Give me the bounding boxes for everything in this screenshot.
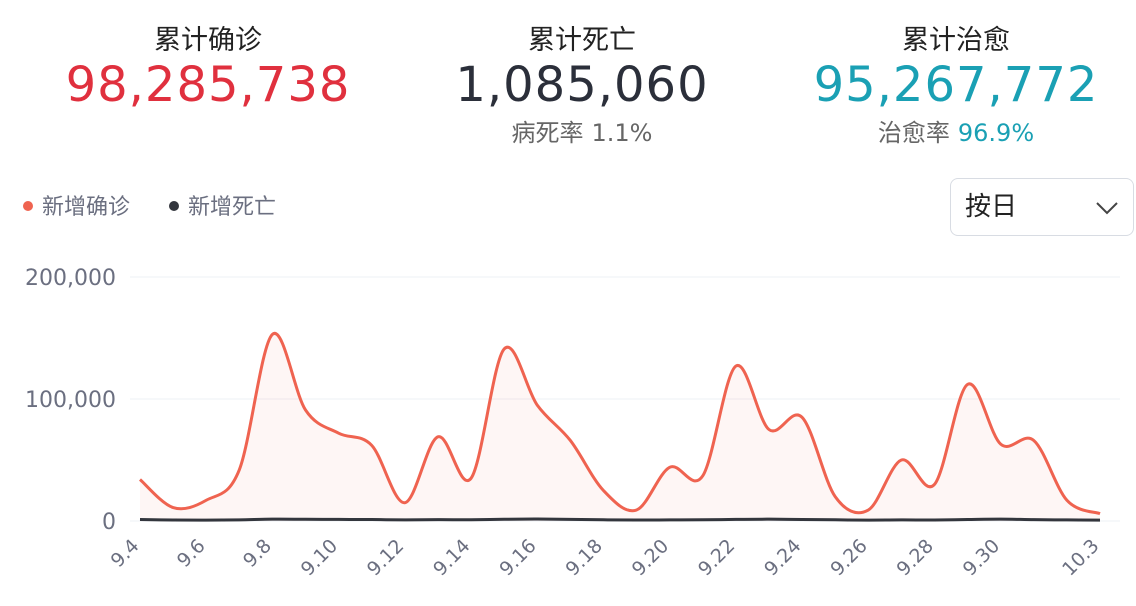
stat-rate: 病死率 1.1%: [402, 113, 762, 148]
stat-card: 累计治愈 95,267,772 治愈率 96.9%: [776, 18, 1136, 148]
y-tick-label: 200,000: [25, 266, 116, 291]
y-tick-label: 100,000: [25, 388, 116, 413]
stat-rate: 治愈率 96.9%: [776, 113, 1136, 148]
stat-label: 累计治愈: [902, 25, 1010, 56]
period-dropdown[interactable]: 按日: [950, 178, 1134, 236]
x-tick-label: 9.6: [173, 535, 210, 572]
stat-card: 累计确诊 98,285,738: [28, 18, 388, 113]
legend-marker: [169, 201, 179, 211]
series-area: [140, 333, 1100, 521]
x-tick-label: 9.12: [363, 535, 408, 580]
x-tick-label: 9.10: [297, 535, 342, 580]
chart: 新增确诊 新增死亡 0 100,000 200,000 9.4 9.6 9.8 9.10 9.12…: [23, 195, 1120, 580]
legend-label: 新增死亡: [188, 195, 276, 220]
x-tick-label: 9.20: [628, 535, 673, 580]
y-tick-label: 0: [102, 510, 116, 535]
dropdown-text: 按日: [965, 192, 1018, 222]
x-tick-label: 9.8: [239, 535, 276, 572]
stat-value: 98,285,738: [65, 57, 351, 113]
x-tick-label: 9.26: [826, 535, 871, 580]
x-tick-label: 9.14: [429, 535, 474, 580]
stat-value: 1,085,060: [455, 57, 709, 113]
stat-label: 累计死亡: [528, 25, 636, 56]
x-tick-label: 9.16: [495, 535, 540, 580]
stat-label: 累计确诊: [154, 25, 262, 56]
x-tick-label: 9.30: [959, 535, 1004, 580]
rate-label: 病死率: [511, 119, 584, 147]
x-tick-label: 9.24: [760, 535, 805, 580]
x-tick-label: 9.28: [893, 535, 938, 580]
x-tick-label: 10.3: [1058, 535, 1103, 580]
series-line: [139, 517, 1101, 522]
rate-value: 1.1%: [591, 119, 653, 147]
legend-label: 新增确诊: [42, 195, 130, 220]
rate-value: 96.9%: [957, 119, 1035, 147]
x-tick-label: 9.4: [107, 535, 144, 572]
x-tick-label: 9.22: [694, 535, 739, 580]
chevron: [1096, 202, 1118, 215]
rate-label: 治愈率: [877, 119, 950, 147]
stat-card: 累计死亡 1,085,060 病死率 1.1%: [402, 18, 762, 148]
x-tick-label: 9.18: [562, 535, 607, 580]
series-line: [138, 331, 1101, 516]
legend-marker: [23, 201, 33, 211]
stat-value: 95,267,772: [813, 57, 1099, 113]
